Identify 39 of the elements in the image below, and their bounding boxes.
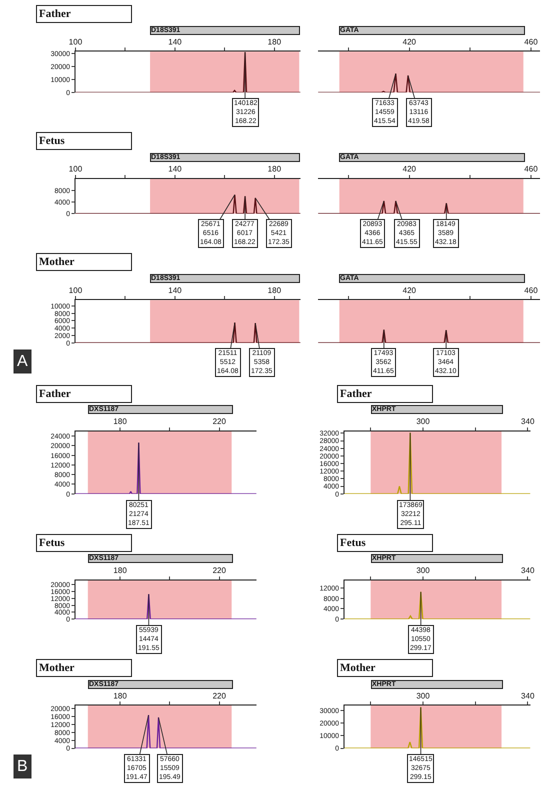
x-tick-label: 220 xyxy=(212,417,226,426)
x-tick-label: 220 xyxy=(212,691,226,700)
x-tick-label: 340 xyxy=(521,691,535,700)
x-tick-label: 180 xyxy=(268,37,282,46)
x-tick-label: 100 xyxy=(68,164,83,174)
chart-title: Mother xyxy=(39,662,75,674)
x-tick-label: 300 xyxy=(416,691,430,700)
chart-title: Father xyxy=(39,8,71,20)
x-tick-label: 140 xyxy=(168,164,182,174)
x-tick-label: 100 xyxy=(68,37,83,46)
chart-title: Father xyxy=(39,388,71,400)
x-tick-label: 460 xyxy=(524,164,538,174)
x-tick-label: 300 xyxy=(416,566,430,576)
chart-title: Father xyxy=(340,388,372,400)
x-tick-label: 340 xyxy=(521,566,535,576)
x-tick-label: 460 xyxy=(524,286,538,295)
chart-title: Mother xyxy=(39,256,75,268)
x-tick-label: 180 xyxy=(268,286,282,295)
text: B xyxy=(17,758,28,775)
text: A xyxy=(17,353,28,370)
chart-title: Fetus xyxy=(39,135,66,147)
x-tick-label: 100 xyxy=(68,286,83,295)
x-tick-label: 180 xyxy=(268,164,282,174)
x-tick-label: 420 xyxy=(402,37,417,46)
x-tick-label: 220 xyxy=(212,566,226,576)
chart-title: Mother xyxy=(340,662,376,674)
x-tick-label: 140 xyxy=(168,286,182,295)
x-tick-label: 460 xyxy=(524,37,538,46)
x-tick-label: 140 xyxy=(168,37,182,46)
x-tick-label: 300 xyxy=(416,417,430,426)
line-series xyxy=(75,194,300,214)
x-tick-label: 180 xyxy=(113,417,128,426)
x-tick-label: 340 xyxy=(521,417,535,426)
x-tick-label: 420 xyxy=(402,164,417,174)
x-tick-label: 180 xyxy=(113,566,128,576)
x-tick-label: 420 xyxy=(402,286,417,295)
x-tick-label: 180 xyxy=(113,691,128,700)
chart-title: Fetus xyxy=(39,537,66,549)
chart-title: Fetus xyxy=(340,537,366,549)
